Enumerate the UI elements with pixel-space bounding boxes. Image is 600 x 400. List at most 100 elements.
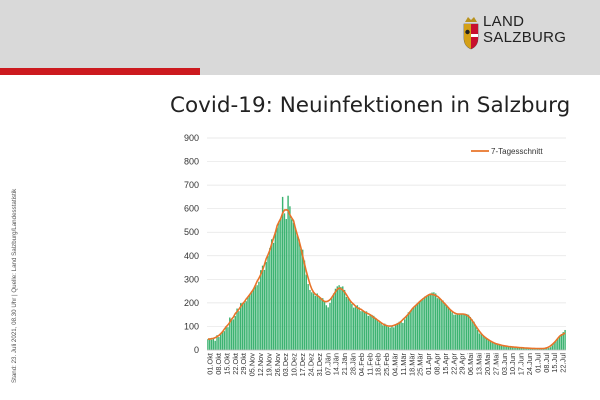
bar — [223, 331, 226, 350]
x-tick-label: 29.Apr — [458, 352, 467, 374]
bar — [564, 329, 566, 350]
bar — [207, 339, 209, 350]
bar — [414, 305, 417, 350]
bar — [325, 305, 328, 350]
bar — [314, 295, 317, 350]
bar — [431, 292, 433, 350]
bar — [229, 317, 231, 350]
bar — [383, 323, 386, 350]
bar — [493, 342, 495, 350]
x-tick-label: 27.Mai — [491, 353, 500, 376]
x-tick-label: 03.Dez — [281, 353, 290, 377]
x-tick-label: 20.Mai — [483, 353, 492, 376]
bar — [247, 296, 249, 350]
bar — [402, 322, 404, 350]
bar — [227, 327, 229, 350]
x-tick-label: 26.Nov — [273, 353, 282, 377]
y-tick-label: 600 — [184, 204, 199, 214]
bar — [418, 301, 421, 350]
bar — [221, 332, 224, 350]
x-tick-label: 10.Jun — [508, 353, 517, 375]
bar — [416, 302, 419, 350]
x-tick-label: 08.Jul — [542, 353, 551, 373]
bar — [420, 300, 422, 350]
bar — [342, 286, 344, 350]
bar — [285, 219, 287, 350]
bar — [265, 261, 267, 350]
bar-series — [207, 195, 566, 350]
bar — [294, 227, 297, 350]
bar — [527, 348, 530, 350]
land-salzburg-logo[interactable]: LAND SALZBURG — [463, 14, 573, 52]
bar — [309, 289, 311, 350]
x-tick-label: 22.Okt — [231, 353, 240, 375]
bar — [254, 286, 257, 350]
bar — [347, 298, 349, 350]
bar — [562, 332, 564, 350]
bar — [516, 347, 519, 350]
bar — [440, 299, 442, 350]
x-tick-label: 15.Okt — [222, 353, 231, 375]
bar — [471, 319, 473, 350]
bar — [502, 345, 504, 350]
bar — [515, 347, 517, 350]
bar — [522, 347, 524, 350]
bar — [427, 294, 430, 350]
bar — [422, 299, 424, 350]
bar — [429, 293, 431, 350]
x-tick-label: 24.Jun — [525, 353, 534, 375]
x-tick-label: 18.Feb — [374, 353, 383, 376]
bar — [411, 309, 413, 350]
bar — [407, 312, 410, 350]
bar — [518, 347, 521, 350]
bar — [547, 348, 550, 350]
bar — [455, 314, 457, 350]
logo-line-2: SALZBURG — [483, 29, 567, 46]
bar — [480, 333, 482, 350]
bar — [393, 327, 395, 350]
bar — [241, 302, 244, 350]
x-tick-label: 29.Okt — [239, 353, 248, 375]
bar — [520, 347, 523, 350]
bar — [296, 234, 298, 350]
bar — [469, 317, 472, 350]
bar — [367, 315, 369, 350]
bar — [524, 348, 526, 350]
bar — [250, 291, 253, 350]
bar — [354, 307, 357, 350]
bar — [349, 300, 351, 350]
bar — [305, 274, 308, 350]
bar — [287, 195, 289, 350]
bar — [544, 348, 546, 350]
x-tick-label: 04.Mär — [391, 352, 400, 376]
bar — [267, 255, 269, 350]
bar — [280, 218, 282, 350]
bar — [555, 340, 557, 350]
bar — [316, 293, 318, 350]
bar — [460, 313, 462, 350]
bar — [558, 335, 561, 350]
bar — [496, 344, 499, 350]
bar — [511, 346, 513, 350]
bar — [289, 206, 291, 350]
x-tick-label: 05.Nov — [248, 353, 257, 377]
bar — [560, 333, 563, 350]
bar — [243, 303, 246, 350]
x-tick-label: 17.Dez — [298, 353, 307, 377]
bar — [345, 297, 348, 350]
bar — [482, 335, 484, 350]
bar — [369, 314, 371, 350]
bar — [278, 221, 280, 350]
bar — [394, 325, 397, 350]
logo-text: LAND SALZBURG — [483, 14, 566, 46]
x-tick-label: 01.Apr — [424, 352, 433, 374]
bar — [212, 338, 215, 350]
bar — [398, 321, 400, 350]
bar — [322, 298, 324, 350]
bar — [424, 296, 426, 350]
bar — [413, 307, 415, 350]
bar — [298, 239, 300, 350]
bar — [272, 242, 275, 350]
bar — [327, 307, 329, 350]
